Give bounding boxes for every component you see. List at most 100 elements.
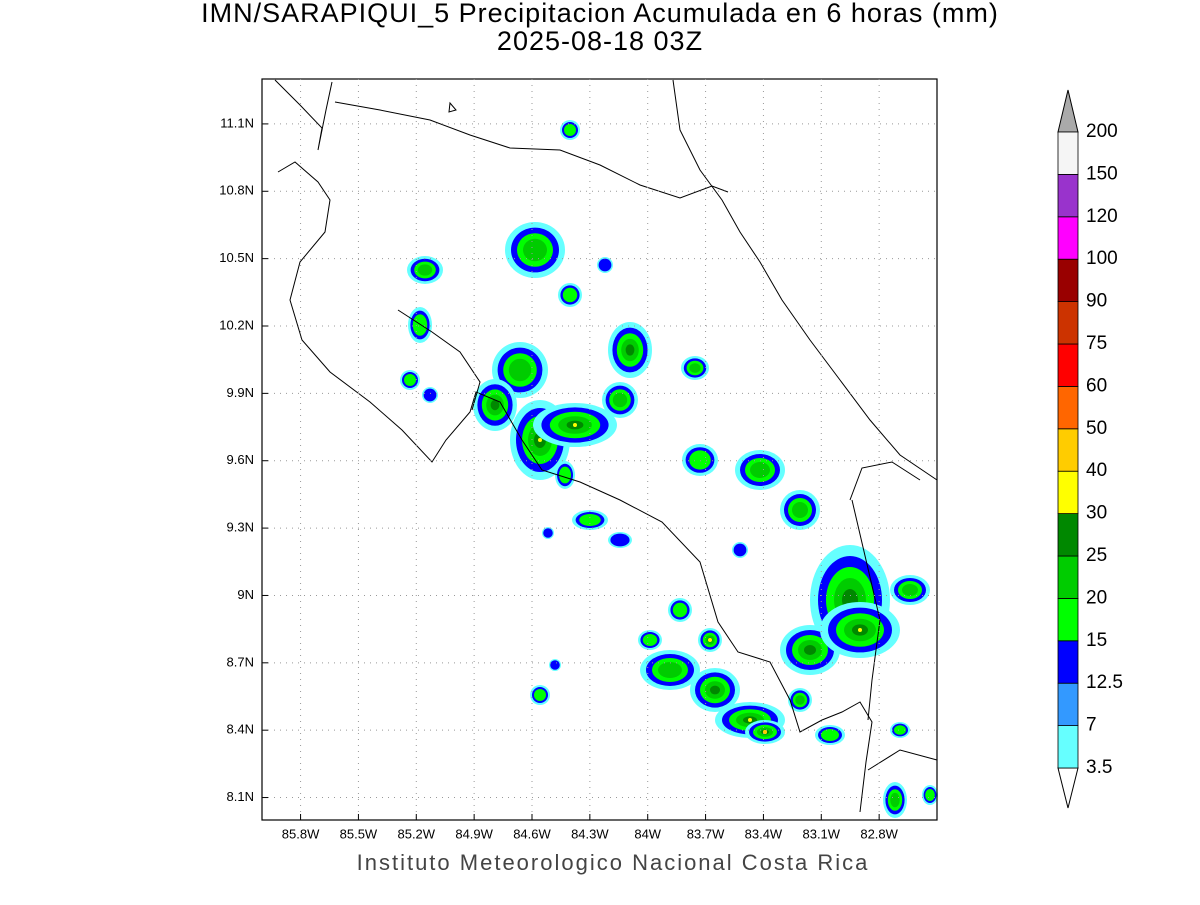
precip-cell <box>710 685 720 695</box>
coastline <box>274 79 333 151</box>
precip-cell <box>708 638 712 642</box>
coastline <box>277 161 873 813</box>
precip-cell <box>508 358 532 382</box>
colorbar-box <box>1057 131 1079 175</box>
precip-cell <box>573 423 577 427</box>
precip-cell <box>490 399 500 411</box>
precip-cell <box>795 695 805 705</box>
precip-cell <box>543 528 553 538</box>
precip-cell <box>642 634 658 646</box>
precip-cell <box>672 602 688 618</box>
precip-cell <box>750 462 770 478</box>
colorbar-box <box>1057 640 1079 684</box>
precip-cell <box>925 789 935 801</box>
colorbar-box <box>1057 513 1079 557</box>
colorbar-box <box>1057 258 1079 303</box>
precip-cell <box>821 729 839 741</box>
colorbar-box <box>1057 428 1079 472</box>
colorbar-box <box>1057 216 1079 260</box>
colorbar-label: 15 <box>1086 630 1107 651</box>
y-tick-label: 9.9N <box>227 385 254 400</box>
y-tick-label: 8.1N <box>227 789 254 804</box>
precip-cell <box>792 502 808 518</box>
colorbar-under <box>1057 767 1079 809</box>
precip-cell <box>550 660 560 670</box>
coastline <box>397 309 481 411</box>
border <box>334 101 729 199</box>
coastline <box>448 101 457 113</box>
footer: Instituto Meteorologico Nacional Costa R… <box>357 850 870 875</box>
precip-cell <box>890 792 900 808</box>
y-tick-label: 11.1N <box>220 115 254 130</box>
y-tick-label: 10.8N <box>219 183 254 198</box>
precip-cell <box>579 514 601 526</box>
x-tick-label: 82.8W <box>860 826 898 841</box>
x-tick-label: 85.2W <box>397 826 435 841</box>
precip-cell <box>412 314 428 336</box>
precip-cell <box>689 450 711 470</box>
colorbar-label: 90 <box>1086 291 1107 312</box>
colorbar-label: 7 <box>1086 715 1097 736</box>
border <box>849 461 921 721</box>
colorbar-label: 30 <box>1086 503 1107 524</box>
precip-cell <box>748 718 752 722</box>
colorbar-label: 100 <box>1086 248 1118 269</box>
x-tick-label: 84.9W <box>455 826 493 841</box>
precip-cell <box>538 438 542 442</box>
colorbar-box <box>1057 343 1079 387</box>
precip-cell <box>658 662 682 678</box>
colorbar-label: 40 <box>1086 460 1107 481</box>
x-tick-label: 85.5W <box>340 826 378 841</box>
colorbar-label: 200 <box>1086 121 1118 142</box>
colorbar-box <box>1057 301 1079 345</box>
map-frame <box>261 78 938 821</box>
precip-cell <box>804 645 816 655</box>
colorbar-label: 75 <box>1086 333 1107 354</box>
y-tick-label: 9.6N <box>227 452 254 467</box>
x-tick-label: 84W <box>634 826 661 841</box>
colorbar-over <box>1057 89 1079 133</box>
y-tick-label: 10.5N <box>219 250 254 265</box>
colorbar-label: 150 <box>1086 163 1118 184</box>
colorbar-label: 20 <box>1086 587 1107 608</box>
precip-cell <box>564 124 576 136</box>
precip-cell <box>763 730 767 734</box>
precip-cell <box>689 363 701 373</box>
x-tick-label: 85.8W <box>282 826 320 841</box>
precip-cell <box>612 392 628 408</box>
colorbar-box <box>1057 682 1079 727</box>
precip-cell <box>417 264 433 276</box>
subtitle: 2025-08-18 03Z <box>497 26 703 56</box>
colorbar-box <box>1057 173 1079 218</box>
precip-cell <box>902 584 918 596</box>
colorbar-label: 12.5 <box>1086 672 1123 693</box>
x-tick-label: 83.7W <box>687 826 725 841</box>
colorbar-label: 120 <box>1086 206 1118 227</box>
precip-cell <box>858 628 862 632</box>
precipitation-field <box>400 120 938 818</box>
x-tick-label: 84.6W <box>513 826 551 841</box>
title: IMN/SARAPIQUI_5 Precipitacion Acumulada … <box>201 0 999 28</box>
precip-cell <box>523 238 547 262</box>
precip-cell <box>559 466 571 484</box>
precip-cell <box>610 533 630 547</box>
coastlines <box>274 79 938 813</box>
colorbar-box <box>1057 385 1079 430</box>
precip-cell <box>598 258 612 272</box>
y-tick-label: 9.3N <box>227 520 254 535</box>
x-tick-label: 84.3W <box>571 826 609 841</box>
y-tick-label: 8.7N <box>227 654 254 669</box>
precip-cell <box>423 388 437 402</box>
x-tick-label: 83.1W <box>802 826 840 841</box>
coastline <box>672 79 938 481</box>
colorbar-box <box>1057 555 1079 599</box>
colorbar-label: 3.5 <box>1086 757 1112 778</box>
colorbar-box <box>1057 598 1079 642</box>
colorbar-box <box>1057 470 1079 515</box>
x-tick-label: 83.4W <box>745 826 783 841</box>
coastline <box>867 749 938 771</box>
precip-cell <box>625 344 635 356</box>
colorbar-box <box>1057 725 1079 769</box>
colorbar-label: 50 <box>1086 418 1107 439</box>
